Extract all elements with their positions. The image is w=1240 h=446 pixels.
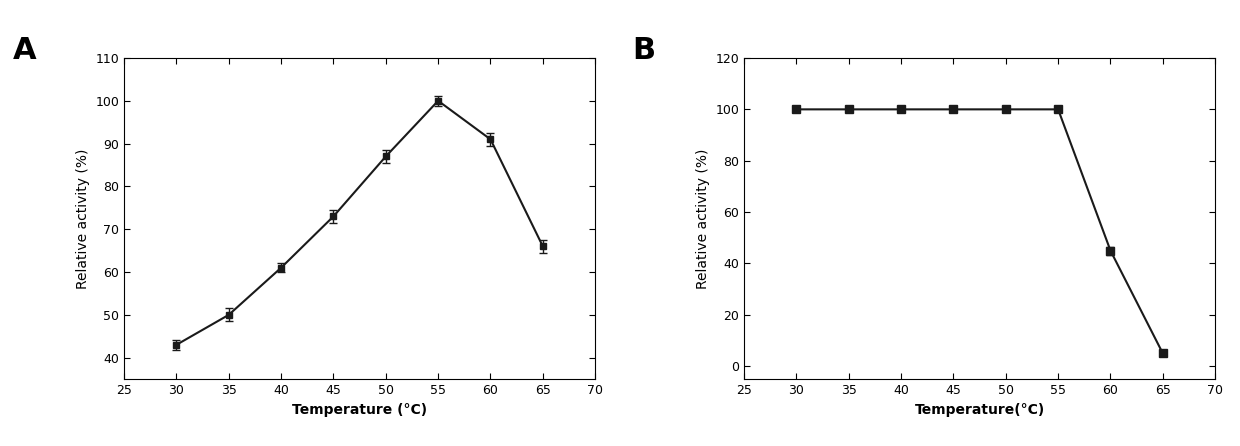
X-axis label: Temperature(°C): Temperature(°C) <box>914 403 1045 417</box>
Y-axis label: Relative activity (%): Relative activity (%) <box>76 149 89 289</box>
Text: B: B <box>632 36 656 65</box>
X-axis label: Temperature (°C): Temperature (°C) <box>293 403 427 417</box>
Text: A: A <box>12 36 36 65</box>
Y-axis label: Relative activity (%): Relative activity (%) <box>696 149 709 289</box>
